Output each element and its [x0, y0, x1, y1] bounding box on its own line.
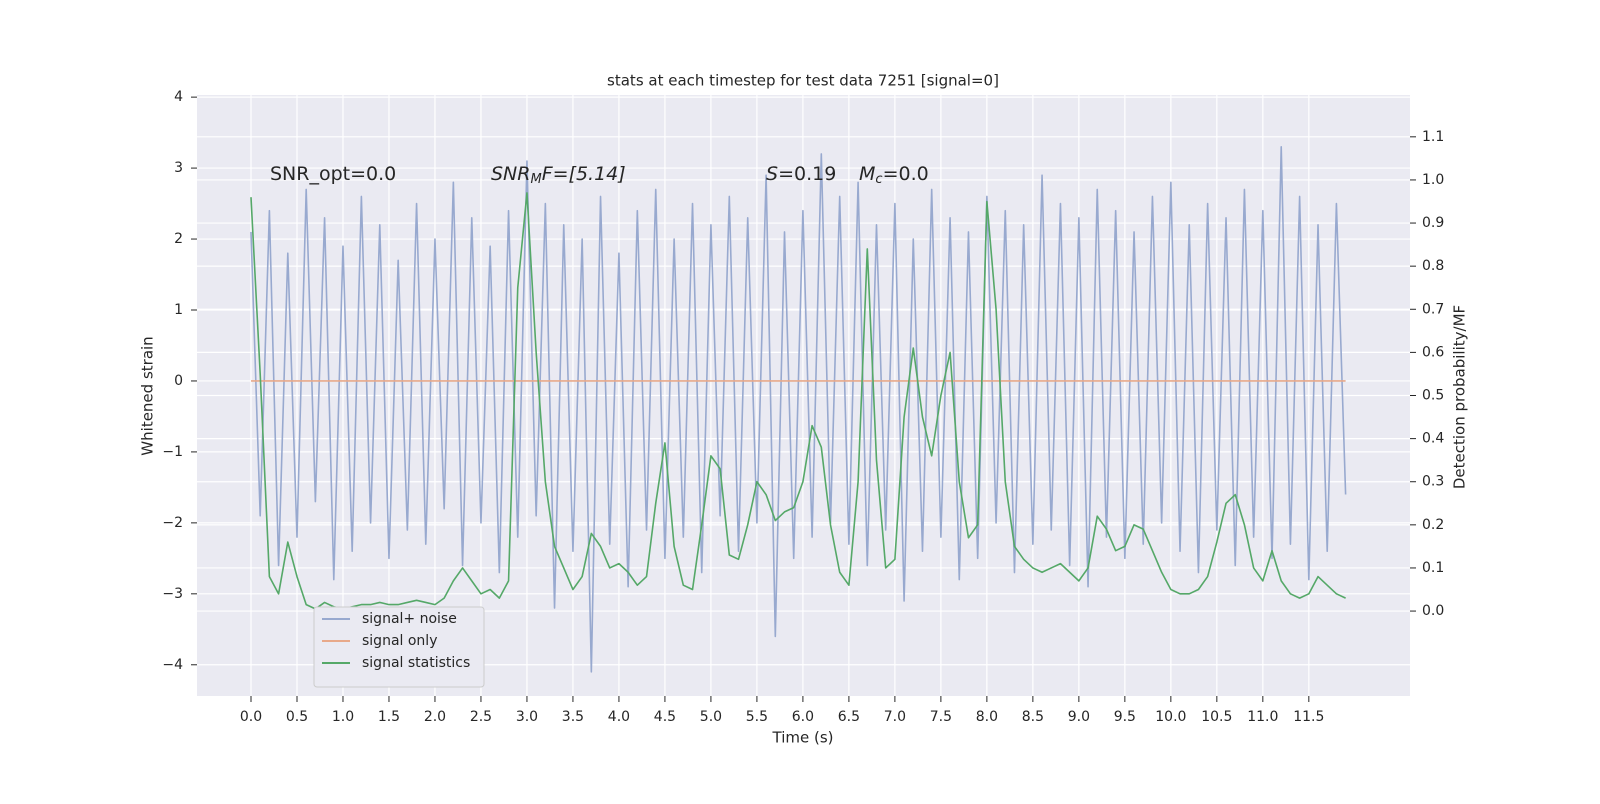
- y2-tick-label: 1.1: [1422, 129, 1444, 145]
- x-tick-label: 5.5: [746, 709, 768, 725]
- x-tick-label: 11.5: [1293, 709, 1324, 725]
- annotation-text: M: [859, 163, 875, 185]
- annotation-text: =0.19: [778, 163, 836, 185]
- y2-tick-label: 0.7: [1422, 301, 1444, 317]
- y2-tick-label: 0.4: [1422, 431, 1444, 447]
- marks: [250, 146, 1347, 673]
- x-tick-label: 7.0: [884, 709, 906, 725]
- series-line: [250, 146, 1347, 673]
- chart-title: stats at each timestep for test data 725…: [607, 72, 999, 90]
- x-tick-label: 4.5: [654, 709, 676, 725]
- x-tick-label: 11.0: [1247, 709, 1278, 725]
- y2-tick-label: 0.1: [1422, 560, 1444, 576]
- x-tick-label: 5.0: [700, 709, 722, 725]
- x-tick-label: 1.5: [378, 709, 400, 725]
- annotation-text: M: [530, 172, 541, 187]
- y2-tick-label: 0.3: [1422, 474, 1444, 490]
- x-tick-label: 3.5: [562, 709, 584, 725]
- x-tick-label: 3.0: [516, 709, 538, 725]
- y2-tick-label: 0.9: [1422, 215, 1444, 231]
- x-tick-label: 10.5: [1201, 709, 1232, 725]
- x-axis-label: Time (s): [772, 729, 834, 747]
- x-tick-label: 7.5: [930, 709, 952, 725]
- x-tick-label: 9.0: [1068, 709, 1090, 725]
- annotation: Mc=0.0: [859, 163, 929, 187]
- legend-label: signal+ noise: [362, 611, 457, 627]
- annotation-text: SNR_opt=0.0: [270, 163, 396, 185]
- x-tick-label: 6.5: [838, 709, 860, 725]
- annotation-text: S: [766, 163, 778, 185]
- y2-tick-label: 0.0: [1422, 603, 1444, 619]
- x-tick-label: 2.5: [470, 709, 492, 725]
- y-tick-label: 4: [174, 89, 183, 105]
- y-tick-label: 1: [174, 302, 183, 318]
- annotation: SNR_opt=0.0: [270, 163, 396, 185]
- x-tick-label: 4.0: [608, 709, 630, 725]
- y2-axis-label: Detection probability/MF: [1451, 305, 1469, 489]
- x-tick-label: 1.0: [332, 709, 354, 725]
- y-tick-label: 3: [174, 160, 183, 176]
- annotation: SNRMF=[5.14]: [491, 163, 626, 187]
- y-tick-label: −1: [162, 444, 183, 460]
- y2-tick-label: 1.0: [1422, 172, 1444, 188]
- y2-tick-label: 0.8: [1422, 258, 1444, 274]
- legend-label: signal statistics: [362, 655, 470, 671]
- annotation-text: SNR: [491, 163, 530, 185]
- x-tick-label: 0.0: [240, 709, 262, 725]
- y-tick-label: −3: [162, 586, 183, 602]
- y-tick-label: 0: [174, 373, 183, 389]
- y-tick-label: −2: [162, 515, 183, 531]
- x-tick-label: 0.5: [286, 709, 308, 725]
- annotation-text: =0.0: [883, 163, 929, 185]
- annotation: S=0.19: [766, 163, 836, 185]
- y-axis-label: Whitened strain: [139, 336, 157, 455]
- x-tick-label: 8.0: [976, 709, 998, 725]
- legend: signal+ noise signal only signal statistic…: [313, 606, 485, 688]
- grid: [197, 95, 1410, 696]
- annotation-text: c: [875, 172, 882, 187]
- x-tick-label: 8.5: [1022, 709, 1044, 725]
- annotation-text: F=[5.14]: [542, 163, 626, 185]
- y-tick-label: −4: [162, 657, 183, 673]
- y2-tick-label: 0.6: [1422, 344, 1444, 360]
- x-tick-label: 2.0: [424, 709, 446, 725]
- ticks: 0.0 0.5 1.0 1.5 2.0 2.5 3.0 3.5 4.0 4.5 5.0 5.5 6.0 6…: [162, 89, 1444, 725]
- x-tick-label: 10.0: [1155, 709, 1186, 725]
- y2-tick-label: 0.5: [1422, 388, 1444, 404]
- legend-label: signal only: [362, 633, 437, 649]
- legend-box: [313, 606, 485, 688]
- y-tick-label: 2: [174, 231, 183, 247]
- x-tick-label: 6.0: [792, 709, 814, 725]
- y2-tick-label: 0.2: [1422, 517, 1444, 533]
- x-tick-label: 9.5: [1114, 709, 1136, 725]
- series-line: [250, 192, 1346, 610]
